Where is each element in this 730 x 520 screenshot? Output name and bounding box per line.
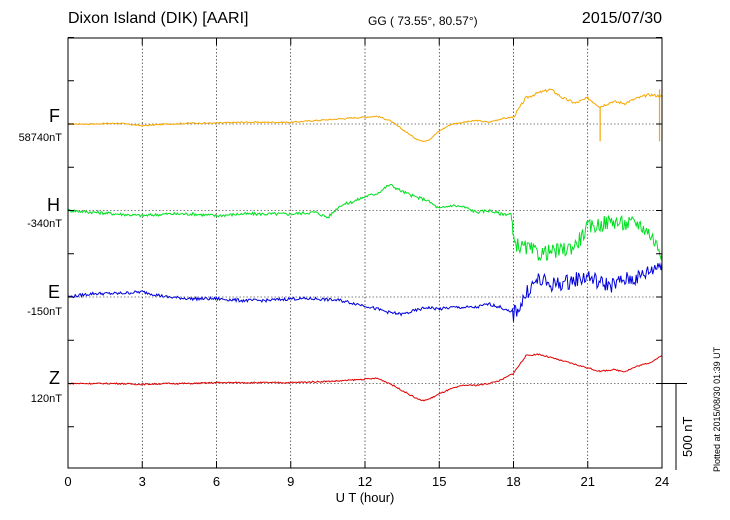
x-axis: 0 3 6 9 12 15 18 21 24 [64, 37, 669, 489]
component-label-z: Z [49, 368, 60, 388]
component-baseline-z: 120nT [30, 393, 62, 405]
component-baseline-f: 58740nT [18, 132, 62, 144]
plot-date: 2015/07/30 [581, 10, 662, 27]
series-line-e [67, 262, 663, 322]
x-tick-label: 6 [213, 474, 220, 489]
series-layer [67, 88, 663, 402]
x-tick-label: 0 [64, 474, 71, 489]
x-tick-label: 9 [287, 474, 294, 489]
x-tick-label: 15 [432, 474, 446, 489]
x-tick-label: 18 [506, 474, 520, 489]
component-baseline-e: -150nT [27, 306, 62, 318]
component-label-h: H [47, 195, 60, 215]
scale-bar-group: 500 nT [662, 383, 695, 470]
series-line-h [67, 184, 663, 262]
component-label-e: E [47, 282, 60, 302]
x-tick-label: 24 [655, 474, 669, 489]
x-tick-label: 21 [581, 474, 595, 489]
x-axis-label: U T (hour) [336, 490, 395, 505]
series-line-z [67, 353, 663, 402]
geo-coords: GG ( 73.55°, 80.57°) [368, 14, 478, 28]
scale-bar-label: 500 nT [680, 416, 695, 457]
component-label-f: F [49, 106, 60, 126]
grid [68, 38, 662, 468]
station-title: Dixon Island (DIK) [AARI] [68, 10, 249, 27]
x-tick-label: 3 [139, 474, 146, 489]
component-baseline-h: -340nT [27, 218, 62, 230]
series-line-f [67, 88, 663, 143]
x-tick-label: 12 [358, 474, 372, 489]
